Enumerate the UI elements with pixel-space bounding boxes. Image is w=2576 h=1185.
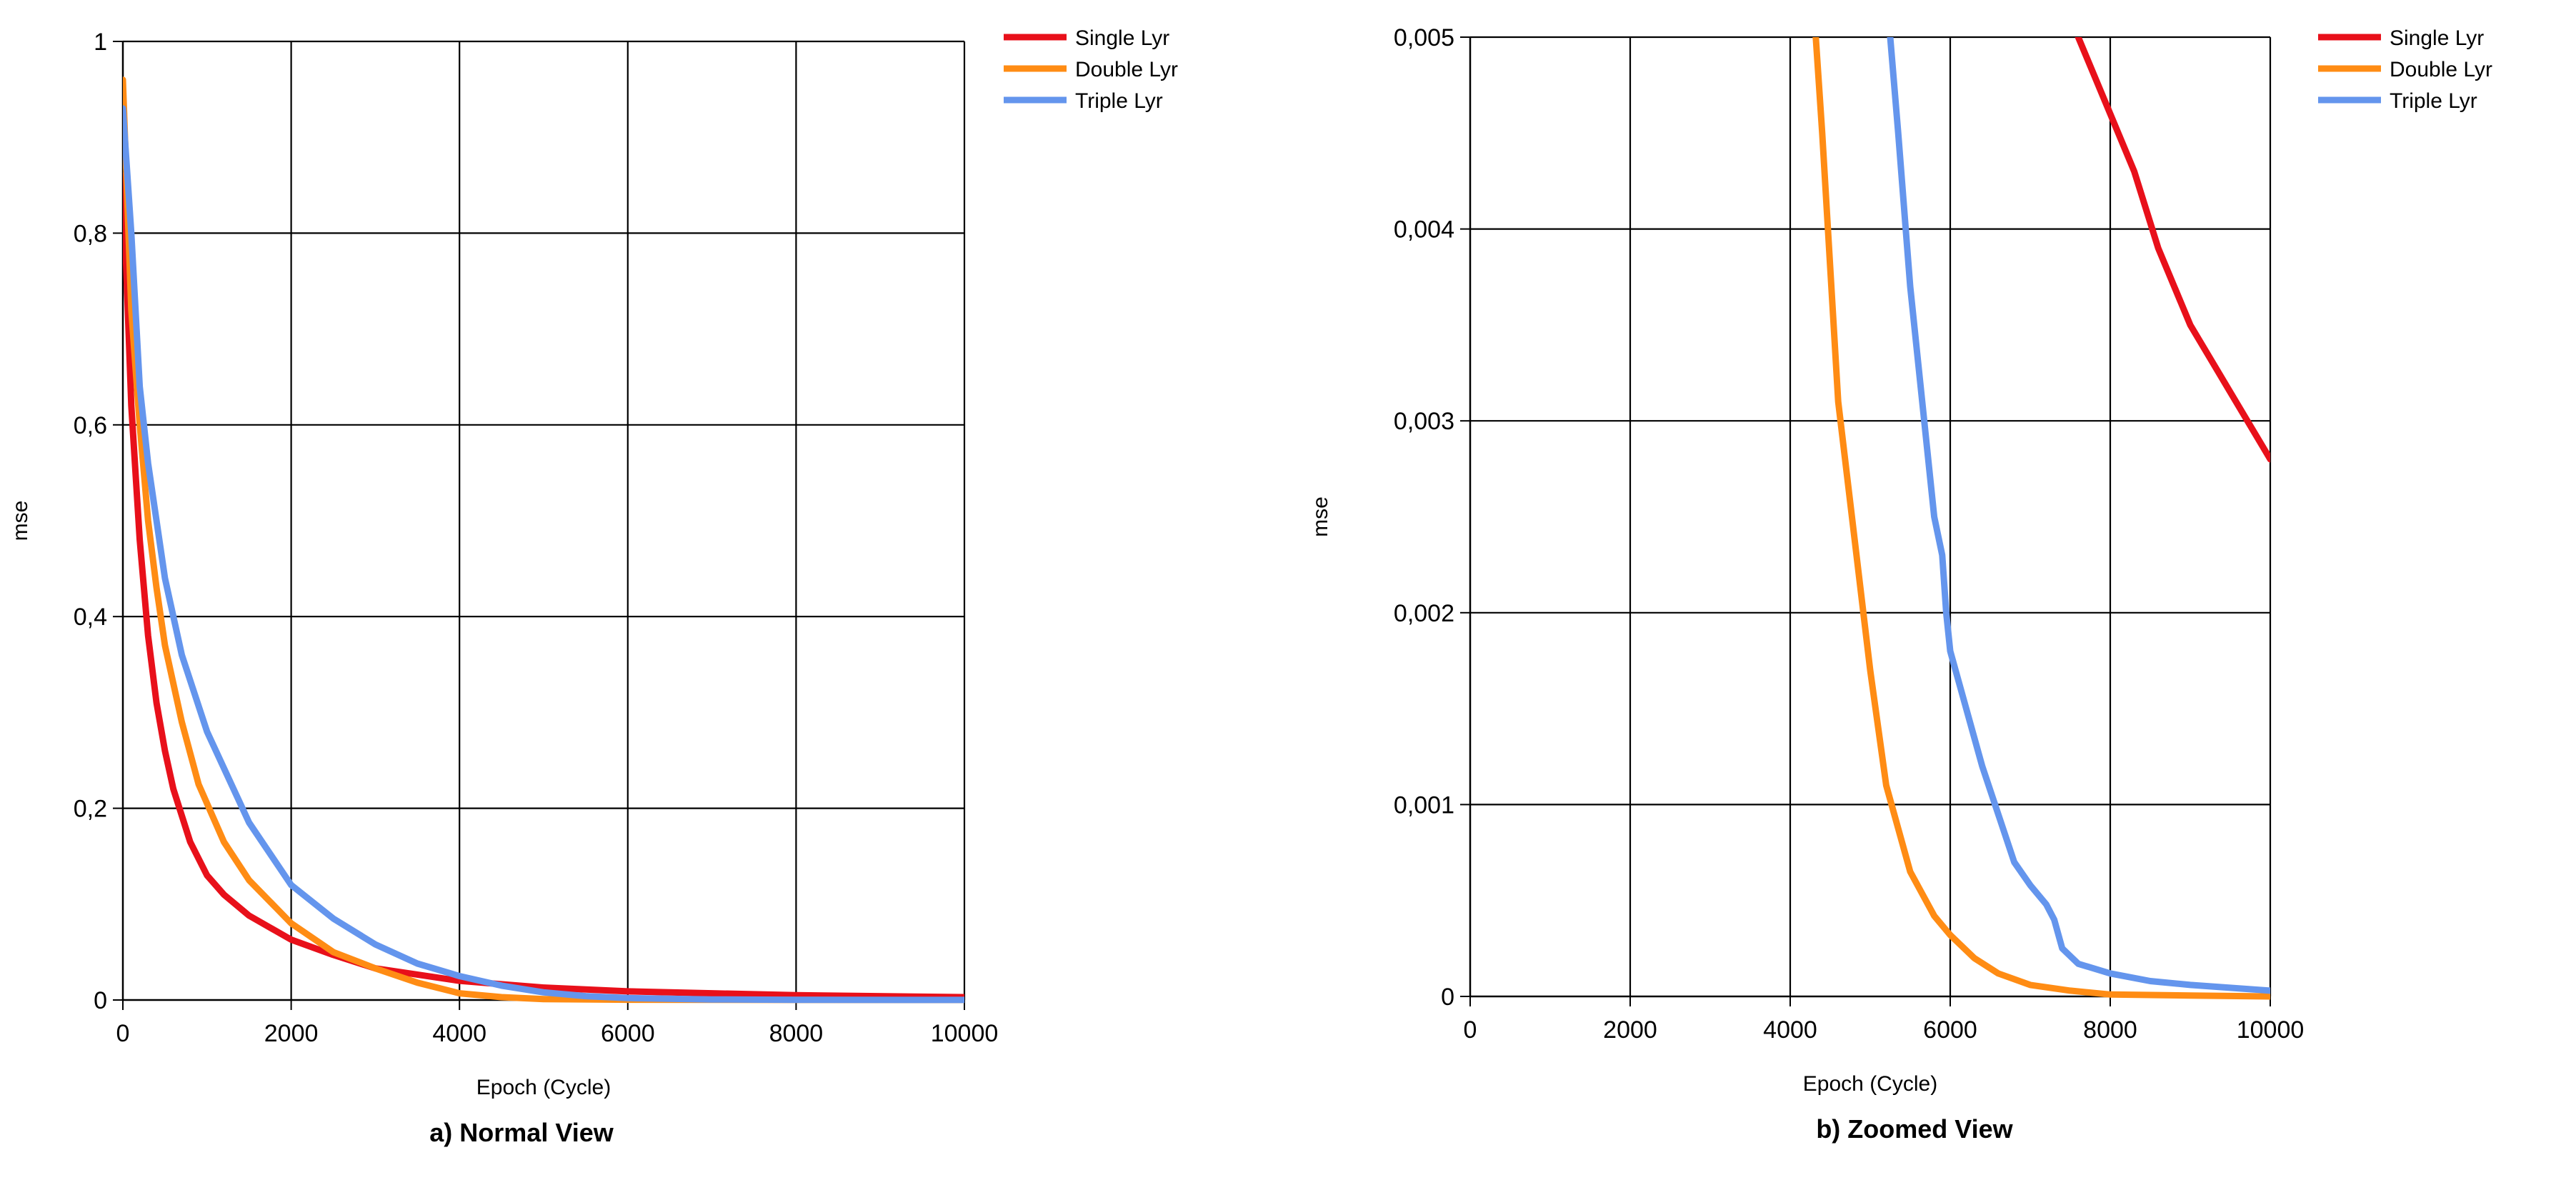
- chart-caption: b) Zoomed View: [1816, 1114, 2013, 1144]
- x-tick-label: 0: [116, 1020, 130, 1047]
- y-tick-label: 0,8: [74, 220, 107, 247]
- x-tick-label: 0: [1464, 1016, 1477, 1044]
- y-tick-label: 0,2: [74, 796, 107, 823]
- y-tick-label: 0: [94, 987, 107, 1014]
- series-group: [123, 76, 964, 1004]
- y-tick-label: 0,4: [74, 604, 107, 631]
- legend-label: Single Lyr: [1075, 26, 1169, 50]
- x-tick-label: 4000: [1763, 1016, 1817, 1044]
- series-line-triple-lyr: [123, 105, 964, 1004]
- y-tick-label: 1: [94, 29, 107, 56]
- chart-caption: a) Normal View: [429, 1118, 614, 1147]
- x-tick-label: 8000: [769, 1020, 824, 1047]
- legend-label: Double Lyr: [1075, 58, 1178, 81]
- chart-normal-view: 0 2000 4000 6000 8000 10000 0 0,2 0,4 0,6 0,8 1 Epoc…: [9, 26, 1178, 1147]
- legend-label: Double Lyr: [2390, 58, 2492, 81]
- x-axis-title: Epoch (Cycle): [476, 1076, 611, 1099]
- series-line-triple-lyr: [1887, 37, 2270, 994]
- x-tick-label: 2000: [264, 1020, 319, 1047]
- legend-label: Single Lyr: [2390, 26, 2484, 50]
- chart-zoomed-view: 0 2000 4000 6000 8000 10000 0 0,001 0,002 0,003 0,…: [1309, 24, 2492, 1144]
- y-axis-title: mse: [9, 501, 32, 541]
- y-tick-label: 0,002: [1394, 600, 1454, 627]
- series-line-single-lyr: [2075, 37, 2270, 463]
- x-tick-label: 10000: [2237, 1016, 2305, 1044]
- series-line-single-lyr: [123, 172, 964, 1001]
- series-group: [1812, 37, 2270, 1000]
- y-tick-label: 0: [1441, 984, 1454, 1011]
- x-axis-title: Epoch (Cycle): [1803, 1072, 1937, 1096]
- y-tick-label: 0,6: [74, 412, 107, 439]
- x-tick-label: 6000: [601, 1020, 655, 1047]
- x-tick-label: 10000: [931, 1020, 999, 1047]
- y-axis-title: mse: [1309, 496, 1332, 537]
- series-line-double-lyr: [123, 76, 964, 1004]
- x-tick-label: 6000: [1923, 1016, 1977, 1044]
- legend-label: Triple Lyr: [2390, 89, 2477, 113]
- series-line-double-lyr: [1812, 37, 2270, 1000]
- legend-label: Triple Lyr: [1075, 89, 1163, 113]
- y-tick-label: 0,004: [1394, 216, 1454, 244]
- x-tick-label: 8000: [2083, 1016, 2137, 1044]
- x-tick-label: 2000: [1603, 1016, 1657, 1044]
- y-tick-label: 0,005: [1394, 24, 1454, 51]
- x-tick-label: 4000: [432, 1020, 486, 1047]
- y-tick-label: 0,003: [1394, 408, 1454, 435]
- y-tick-label: 0,001: [1394, 791, 1454, 819]
